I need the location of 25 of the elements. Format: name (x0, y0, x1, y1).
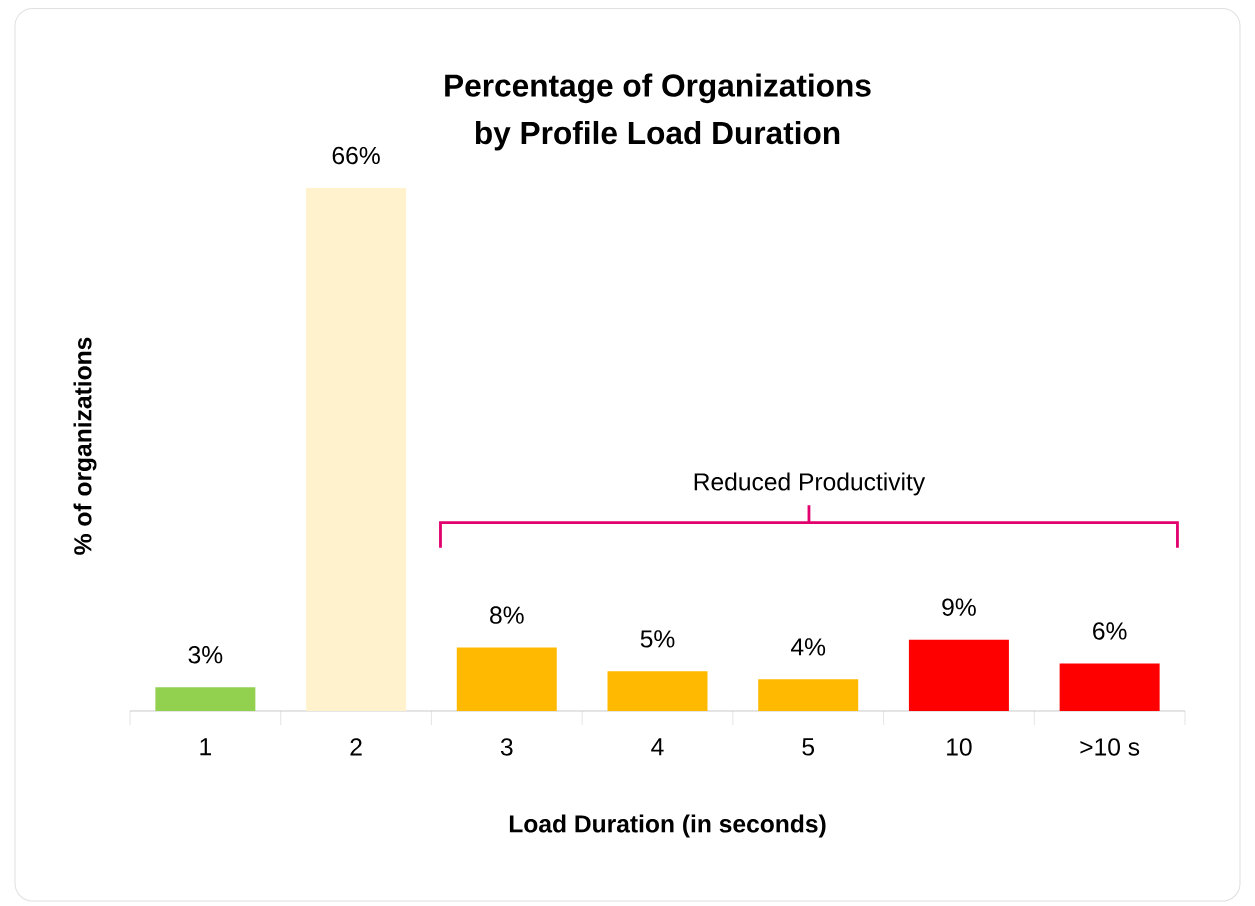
bar (155, 687, 256, 711)
x-tick-label: 2 (350, 738, 362, 756)
bar (908, 639, 1009, 711)
data-label: 5% (640, 630, 675, 648)
x-tick-label: >10 s (1080, 738, 1140, 756)
annotation: Reduced Productivity (694, 472, 926, 496)
x-tick-label: 5 (802, 738, 815, 756)
x-axis-title: Load Duration (in seconds) (509, 814, 826, 838)
bar (758, 679, 859, 711)
data-label: 4% (790, 638, 826, 656)
chart-title: Percentage of Organizations by Profile Load Duration (445, 73, 871, 151)
x-tick-label: 4 (651, 738, 664, 756)
data-label: 66% (332, 146, 380, 165)
y-axis-title: % of organizations (73, 337, 97, 555)
data-label: 3% (188, 646, 223, 664)
bar (607, 671, 708, 711)
bar (306, 187, 407, 711)
x-tick-label: 10 (947, 738, 972, 756)
x-tick-label: 1 (200, 738, 212, 756)
data-label: 6% (1093, 622, 1127, 640)
data-label: 8% (490, 606, 524, 624)
x-tick-label: 3 (500, 738, 513, 756)
bar (1059, 663, 1160, 711)
data-label: 9% (942, 598, 976, 616)
bar (456, 647, 557, 711)
